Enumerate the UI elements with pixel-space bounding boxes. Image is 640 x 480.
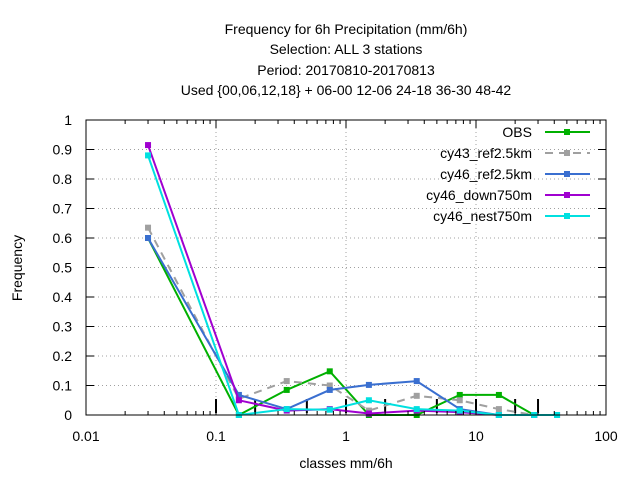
series-line-cy46_ref2.5km [147, 237, 557, 416]
data-point-cy43_ref2.5km [456, 397, 463, 404]
data-point-cy43_ref2.5km [326, 382, 333, 389]
legend-swatch-marker-cy46_ref2.5km [564, 171, 570, 177]
axis-ticks [85, 119, 607, 416]
legend-entry-cy46_ref2.5km: cy46_ref2.5km [440, 166, 590, 182]
y-tick-label: 0.1 [53, 378, 73, 394]
series-cy43_ref2.5km [145, 224, 561, 418]
data-point-cy43_ref2.5km [283, 378, 290, 385]
legend-entry-OBS: OBS [502, 124, 590, 140]
data-point-cy46_nest750m [456, 407, 463, 414]
y-tick-label: 0.3 [53, 319, 73, 335]
data-point-cy46_nest750m [326, 406, 333, 413]
legend-entry-cy46_nest750m: cy46_nest750m [433, 208, 590, 224]
legend-label-cy46_ref2.5km: cy46_ref2.5km [440, 166, 532, 182]
data-point-cy43_ref2.5km [495, 406, 502, 413]
legend-swatch-marker-cy46_nest750m [564, 213, 570, 219]
y-tick-label: 0.2 [53, 348, 73, 364]
legend-swatch-marker-cy46_down750m [564, 192, 570, 198]
data-point-cy46_ref2.5km [326, 386, 333, 393]
data-point-cy46_ref2.5km [413, 378, 420, 385]
legend-label-OBS: OBS [502, 124, 532, 140]
data-point-OBS [283, 386, 290, 393]
legend-entry-cy43_ref2.5km: cy43_ref2.5km [440, 145, 590, 161]
y-tick-label: 1 [64, 112, 72, 128]
series-line-cy46_down750m [147, 144, 557, 416]
x-axis-label: classes mm/6h [299, 455, 392, 471]
y-axis-label: Frequency [9, 235, 25, 301]
legend-entry-cy46_down750m: cy46_down750m [426, 187, 590, 203]
x-tick-label: 100 [594, 428, 618, 444]
legend-label-cy46_nest750m: cy46_nest750m [433, 208, 532, 224]
y-axis-tick-labels: 0 0.1 0.2 0.3 0.4 0.5 0.6 0.7 0.8 0.9 1 [53, 112, 73, 423]
data-point-cy46_down750m [235, 397, 242, 404]
y-tick-label: 0.8 [53, 171, 73, 187]
title-line-2: Selection: ALL 3 stations [270, 41, 423, 57]
legend-label-cy46_down750m: cy46_down750m [426, 187, 532, 203]
y-tick-label: 0.4 [53, 289, 73, 305]
data-point-cy46_ref2.5km [365, 381, 372, 388]
legend-swatch-marker-cy43_ref2.5km [564, 150, 570, 156]
data-point-cy46_ref2.5km [235, 391, 242, 398]
data-point-cy43_ref2.5km [413, 392, 420, 399]
x-tick-label: 0.01 [72, 428, 99, 444]
y-tick-label: 0.9 [53, 142, 73, 158]
data-series [145, 142, 561, 418]
data-point-cy46_nest750m [365, 397, 372, 404]
data-point-cy43_ref2.5km [145, 224, 152, 231]
x-tick-label: 10 [468, 428, 484, 444]
data-point-OBS [495, 391, 502, 398]
data-point-OBS [326, 368, 333, 375]
data-point-cy46_down750m [145, 142, 152, 149]
y-tick-label: 0.7 [53, 201, 73, 217]
data-point-cy46_down750m [365, 410, 372, 417]
legend: OBS cy43_ref2.5km cy46_ref2.5km cy46_down75… [426, 124, 590, 224]
x-tick-label: 1 [342, 428, 350, 444]
title-line-4: Used {00,06,12,18} + 06-00 12-06 24-18 3… [181, 82, 512, 98]
grid-lines [86, 120, 606, 415]
chart-title: Frequency for 6h Precipitation (mm/6h) S… [181, 21, 512, 98]
y-tick-label: 0.6 [53, 230, 73, 246]
series-line-OBS [147, 237, 557, 417]
x-tick-label: 0.1 [206, 428, 226, 444]
title-line-3: Period: 20170810-20170813 [257, 62, 435, 78]
data-point-cy46_ref2.5km [145, 235, 152, 241]
data-point-cy46_nest750m [413, 406, 420, 413]
legend-label-cy43_ref2.5km: cy43_ref2.5km [440, 145, 532, 161]
data-point-cy46_nest750m [145, 152, 152, 159]
y-tick-label: 0 [64, 407, 72, 423]
data-point-OBS [456, 391, 463, 398]
y-tick-label: 0.5 [53, 260, 73, 276]
legend-swatch-marker-OBS [564, 129, 570, 135]
data-point-cy46_nest750m [283, 406, 290, 413]
x-axis-tick-labels: 0.01 0.1 1 10 100 [72, 428, 618, 444]
title-line-1: Frequency for 6h Precipitation (mm/6h) [225, 21, 468, 37]
series-cy46_down750m [145, 142, 561, 418]
